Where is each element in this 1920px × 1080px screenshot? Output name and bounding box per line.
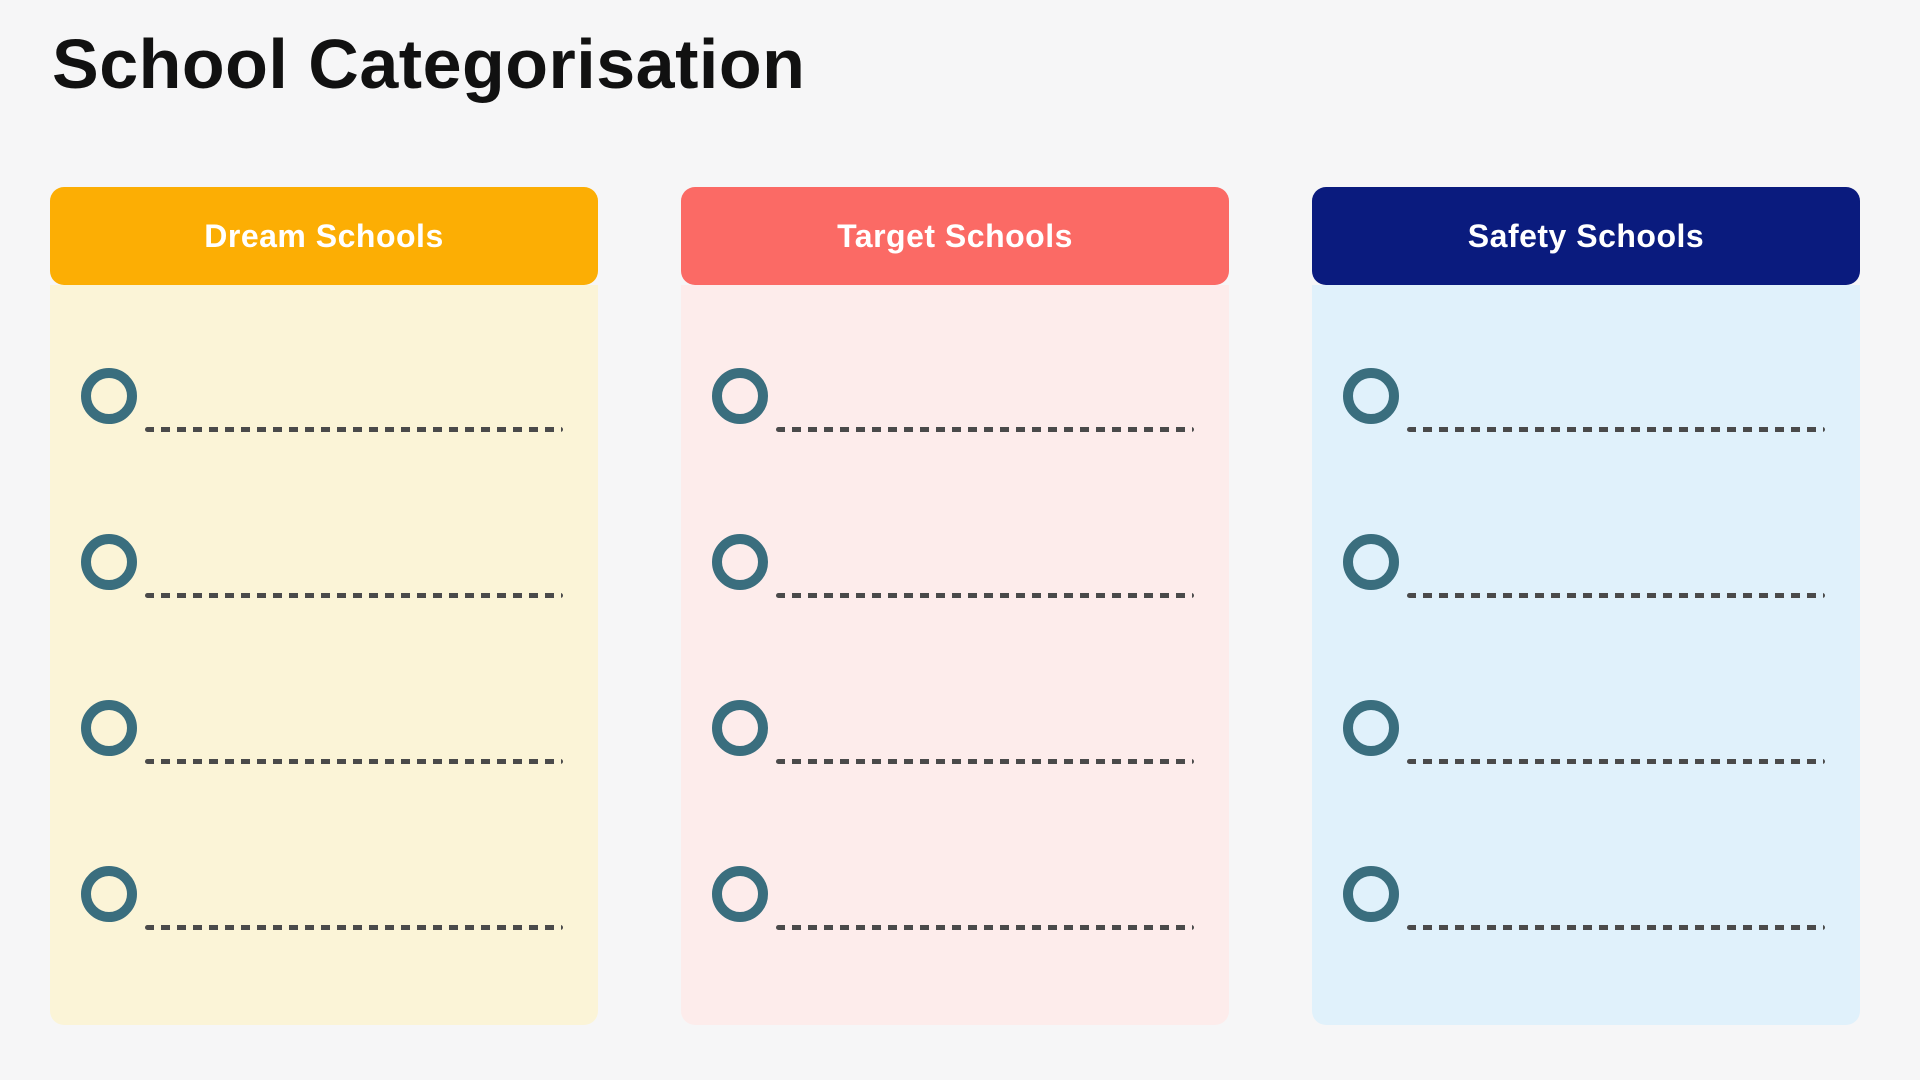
category-columns: Dream Schools Target Schools bbox=[50, 187, 1860, 1025]
school-name-blank[interactable] bbox=[145, 427, 563, 432]
category-body-target-schools bbox=[681, 285, 1229, 1025]
school-entry-row bbox=[1343, 368, 1825, 534]
school-name-blank[interactable] bbox=[145, 593, 563, 598]
page-title: School Categorisation bbox=[52, 25, 806, 103]
school-name-blank[interactable] bbox=[145, 925, 563, 930]
category-label-safety-schools: Safety Schools bbox=[1467, 217, 1705, 254]
school-name-blank[interactable] bbox=[1407, 925, 1825, 930]
school-name-blank[interactable] bbox=[776, 427, 1194, 432]
category-header-safety-schools: Safety Schools bbox=[1312, 187, 1860, 285]
category-column-dream-schools: Dream Schools bbox=[50, 187, 598, 1025]
school-entry-row bbox=[81, 700, 563, 866]
school-entry-row bbox=[1343, 534, 1825, 700]
school-entry-row bbox=[81, 866, 563, 1032]
school-entry-row bbox=[81, 534, 563, 700]
category-column-target-schools: Target Schools bbox=[681, 187, 1229, 1025]
school-entry-row bbox=[1343, 866, 1825, 1032]
school-name-blank[interactable] bbox=[145, 759, 563, 764]
school-name-blank[interactable] bbox=[1407, 759, 1825, 764]
school-name-blank[interactable] bbox=[776, 593, 1194, 598]
category-header-target-schools: Target Schools bbox=[681, 187, 1229, 285]
bullet-circle-icon bbox=[712, 534, 768, 590]
category-column-safety-schools: Safety Schools bbox=[1312, 187, 1860, 1025]
bullet-circle-icon bbox=[712, 866, 768, 922]
bullet-circle-icon bbox=[712, 368, 768, 424]
category-body-dream-schools bbox=[50, 285, 598, 1025]
category-header-dream-schools: Dream Schools bbox=[50, 187, 598, 285]
school-entry-row bbox=[712, 866, 1194, 1032]
category-label-dream-schools: Dream Schools bbox=[204, 217, 444, 254]
school-entry-row bbox=[712, 368, 1194, 534]
school-entry-row bbox=[1343, 700, 1825, 866]
bullet-circle-icon bbox=[81, 534, 137, 590]
category-label-target-schools: Target Schools bbox=[837, 217, 1073, 254]
bullet-circle-icon bbox=[81, 700, 137, 756]
school-name-blank[interactable] bbox=[1407, 593, 1825, 598]
school-name-blank[interactable] bbox=[776, 759, 1194, 764]
school-name-blank[interactable] bbox=[1407, 427, 1825, 432]
bullet-circle-icon bbox=[1343, 534, 1399, 590]
school-entry-row bbox=[81, 368, 563, 534]
category-body-safety-schools bbox=[1312, 285, 1860, 1025]
school-entry-row bbox=[712, 700, 1194, 866]
bullet-circle-icon bbox=[81, 866, 137, 922]
school-name-blank[interactable] bbox=[776, 925, 1194, 930]
bullet-circle-icon bbox=[1343, 866, 1399, 922]
school-entry-row bbox=[712, 534, 1194, 700]
bullet-circle-icon bbox=[1343, 700, 1399, 756]
bullet-circle-icon bbox=[712, 700, 768, 756]
bullet-circle-icon bbox=[1343, 368, 1399, 424]
bullet-circle-icon bbox=[81, 368, 137, 424]
